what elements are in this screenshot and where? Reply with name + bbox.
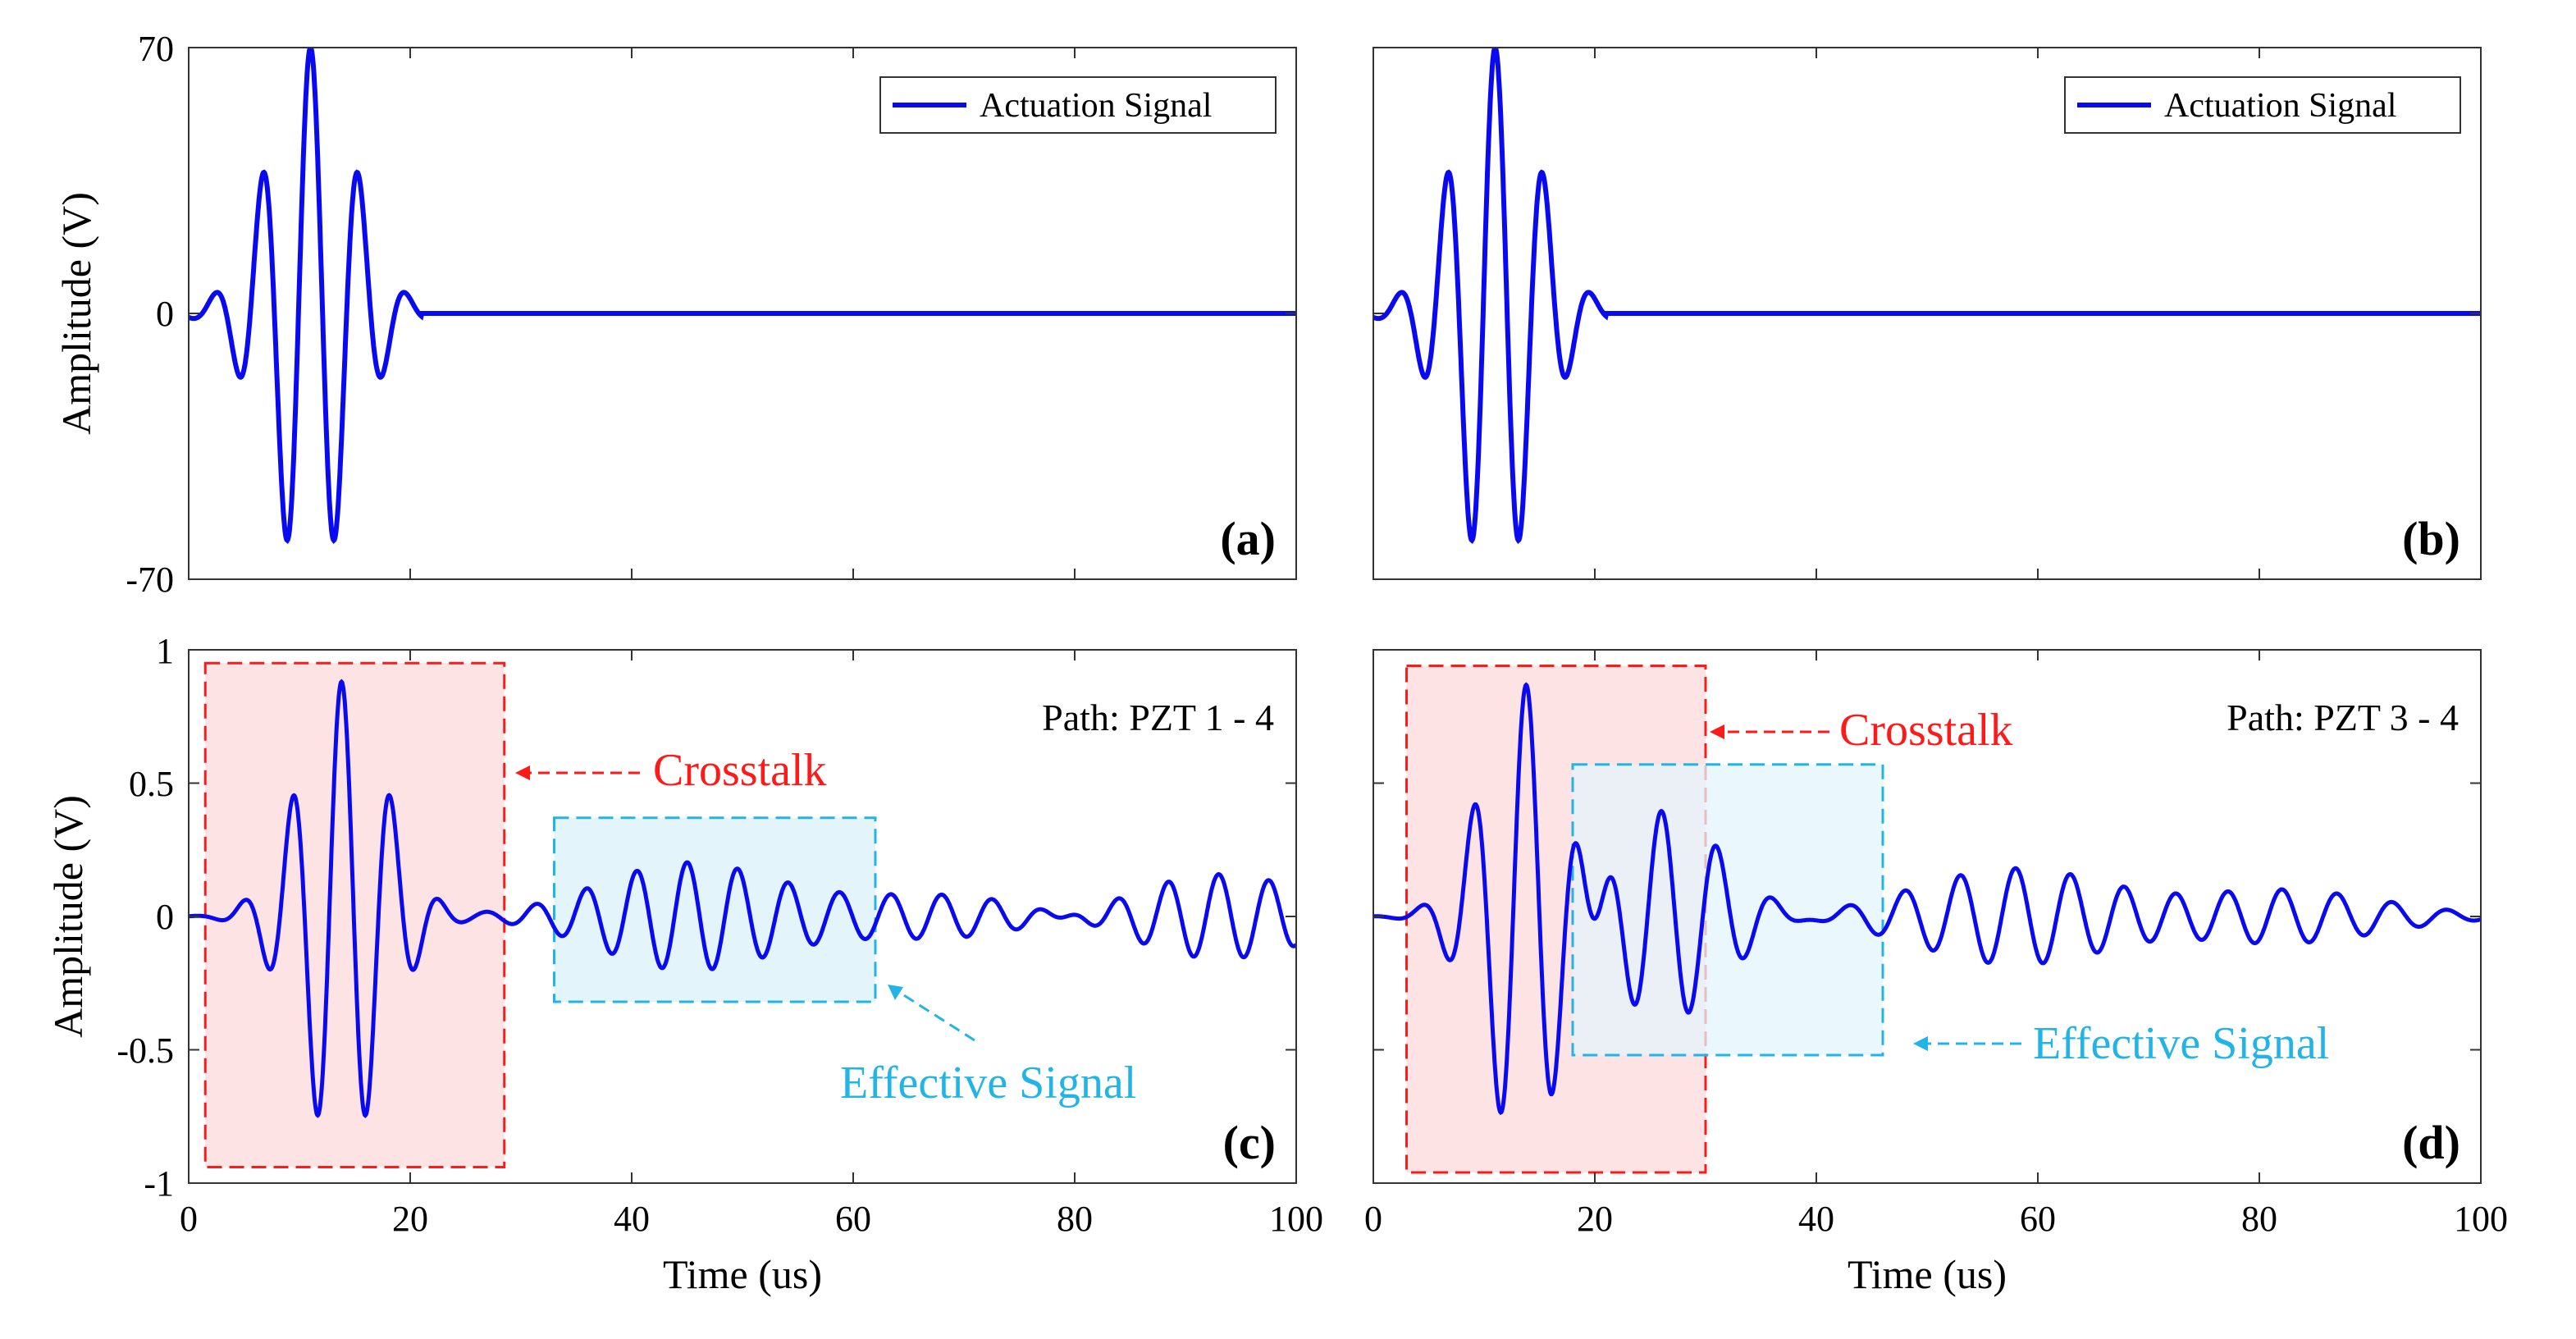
xtick-label-c-20: 20: [392, 1199, 428, 1239]
ylabel-a: Amplitude (V): [53, 192, 99, 435]
xlabel-c: Time (us): [663, 1251, 822, 1297]
effective-arrowhead-c: [888, 985, 903, 1000]
xtick-label-c-80: 80: [1057, 1199, 1093, 1239]
ticks-c: [189, 650, 1296, 1183]
xlabel-d: Time (us): [1848, 1251, 2007, 1297]
effective-label-c: Effective Signal: [840, 1058, 1136, 1108]
ytick-label-c-1: 1: [156, 631, 174, 671]
crosstalk-arrowhead-c: [515, 765, 530, 780]
panel-a: 70 0 -70 Amplitude (V) Actuation Signal …: [53, 29, 1297, 600]
ytick-label-a-neg70: -70: [126, 560, 174, 600]
xtick-label-c-100: 100: [1269, 1199, 1323, 1239]
crosstalk-label-c: Crosstalk: [653, 745, 827, 796]
ticks-a: [189, 48, 1296, 579]
xtick-label-d-60: 60: [2020, 1199, 2056, 1239]
ylabel-c: Amplitude (V): [45, 795, 91, 1038]
path-label-d: Path: PZT 3 - 4: [2227, 697, 2459, 738]
effective-box-c: [553, 816, 877, 1003]
ticks-d: [1373, 650, 2481, 1183]
effective-annotation-d: Effective Signal: [1913, 1018, 2329, 1069]
xtick-label-d-80: 80: [2241, 1199, 2277, 1239]
ytick-label-c-neg1: -1: [144, 1163, 174, 1204]
ytick-label-c-neg0.5: -0.5: [116, 1031, 174, 1071]
legend-text-b: Actuation Signal: [2164, 87, 2396, 125]
ticks-b: [1373, 48, 2481, 579]
panel-c: 1 0.5 0 -0.5 -1 0 20 40 60 80 100 Time (…: [45, 631, 1323, 1297]
legend-b: Actuation Signal: [2064, 76, 2461, 134]
legend-text-a: Actuation Signal: [980, 87, 1212, 125]
effective-annotation-c: Effective Signal: [840, 985, 1136, 1108]
path-label-c: Path: PZT 1 - 4: [1042, 697, 1274, 738]
signal-line-b: [1373, 48, 2481, 544]
legend-a: Actuation Signal: [879, 76, 1277, 134]
panel-label-d: (d): [2402, 1116, 2460, 1169]
crosstalk-annotation-c: Crosstalk: [515, 745, 827, 796]
signal-line-a: [189, 48, 1296, 545]
effective-arrowhead-d: [1913, 1036, 1928, 1051]
effective-arrow-c: [897, 989, 975, 1042]
effective-label-d: Effective Signal: [2033, 1018, 2329, 1069]
xtick-label-d-40: 40: [1798, 1199, 1834, 1239]
panel-label-c: (c): [1223, 1116, 1276, 1169]
crosstalk-annotation-d: Crosstalk: [1710, 705, 2013, 756]
xtick-label-c-40: 40: [614, 1199, 650, 1239]
ytick-label-c-0: 0: [156, 897, 174, 937]
effective-box-d: [1571, 763, 1884, 1057]
panel-label-a: (a): [1220, 512, 1276, 565]
crosstalk-label-d: Crosstalk: [1839, 705, 2013, 756]
crosstalk-arrowhead-d: [1710, 724, 1724, 739]
xtick-label-c-0: 0: [180, 1199, 198, 1239]
xtick-label-d-100: 100: [2454, 1199, 2508, 1239]
xtick-label-d-0: 0: [1364, 1199, 1382, 1239]
signal-line-d: [1373, 682, 2481, 1115]
ytick-label-a-70: 70: [138, 29, 174, 69]
panel-label-b: (b): [2402, 512, 2460, 565]
ytick-label-a-0: 0: [156, 294, 174, 334]
ytick-label-c-0.5: 0.5: [129, 764, 174, 804]
panel-b: Actuation Signal (b): [1372, 47, 2482, 580]
xtick-label-c-60: 60: [835, 1199, 871, 1239]
panel-d: 0 20 40 60 80 100 Time (us) Path: PZT 3 …: [1364, 649, 2508, 1297]
signal-line-c: [189, 679, 1296, 1118]
xtick-label-d-20: 20: [1577, 1199, 1613, 1239]
